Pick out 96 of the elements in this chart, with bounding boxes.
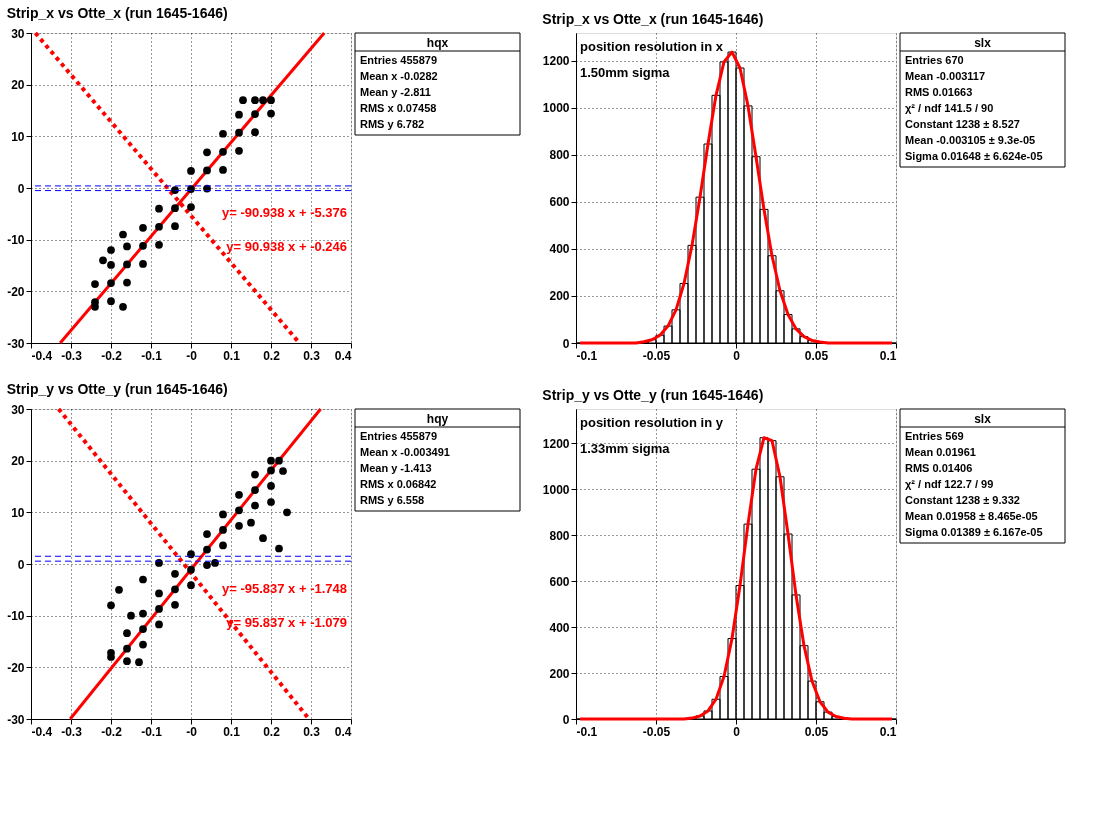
annotation: y= -90.938 x + -5.376	[221, 204, 347, 220]
y-tick-label: 30	[11, 402, 25, 417]
x-tick-label: -0.3	[61, 724, 83, 739]
y-tick-label: 400	[549, 620, 570, 635]
text: slx	[974, 412, 992, 426]
y-tick-label: 1000	[542, 482, 570, 497]
text: slx	[974, 36, 992, 50]
x-tick-label: 0.3	[303, 348, 321, 363]
y-tick-label: -20	[7, 284, 25, 299]
x-tick-label: -0.2	[101, 724, 123, 739]
text: Mean -0.003117	[905, 70, 986, 82]
y-tick-label: 600	[549, 195, 570, 210]
text: Entries 670	[905, 54, 964, 66]
x-tick-label: 0.2	[263, 724, 281, 739]
x-tick-label: 0.1	[223, 348, 241, 363]
x-tick-label: 0.3	[303, 724, 321, 739]
y-tick-label: 0	[562, 336, 570, 351]
y-tick-label: 800	[549, 148, 570, 163]
text: Mean x -0.0282	[360, 70, 438, 82]
y-tick-label: 200	[549, 289, 570, 304]
chart-title: Strip_y vs Otte_y (run 1645-1646)	[542, 386, 764, 403]
x-tick-label: 0.05	[804, 348, 829, 363]
x-tick-label: -0.05	[642, 724, 671, 739]
x-tick-label: -0	[186, 348, 198, 363]
text: Mean -0.003105 ± 9.3e-05	[905, 134, 1036, 146]
text: Sigma 0.01648 ± 6.624e-05	[905, 150, 1043, 162]
text: Entries 455879	[360, 430, 438, 442]
text: χ² / ndf 141.5 / 90	[905, 102, 994, 114]
text: RMS x 0.06842	[360, 478, 437, 490]
y-tick-label: 20	[11, 78, 25, 93]
x-tick-label: -0.2	[101, 348, 123, 363]
y-tick-label: -30	[7, 336, 25, 351]
y-tick-label: 600	[549, 574, 570, 589]
y-tick-label: 1000	[542, 101, 570, 116]
y-tick-label: 0	[562, 712, 570, 727]
x-tick-label: -0.05	[642, 348, 671, 363]
x-tick-label: 0.05	[804, 724, 829, 739]
text: RMS y 6.782	[360, 118, 425, 130]
text: χ² / ndf 122.7 / 99	[905, 478, 994, 490]
annotation: y= 95.837 x + -1.079	[226, 614, 347, 630]
chart-title: Strip_x vs Otte_x (run 1645-1646)	[6, 5, 228, 21]
text: RMS 0.01663	[905, 86, 973, 98]
y-tick-label: -20	[7, 660, 25, 675]
chart-title: Strip_x vs Otte_x (run 1645-1646)	[542, 10, 764, 27]
text: RMS x 0.07458	[360, 102, 437, 114]
x-tick-label: -0	[186, 724, 198, 739]
text: Constant 1238 ± 9.332	[905, 494, 1020, 506]
text: Mean y -1.413	[360, 462, 432, 474]
y-tick-label: -10	[7, 609, 25, 624]
y-tick-label: 10	[11, 505, 25, 520]
text: Mean x -0.003491	[360, 446, 450, 458]
text: Constant 1238 ± 8.527	[905, 118, 1020, 130]
annotation: 1.33mm sigma	[580, 441, 671, 456]
annotation: y= -95.837 x + -1.748	[221, 580, 347, 596]
text: Mean 0.01961	[905, 446, 976, 458]
y-tick-label: 0	[17, 181, 25, 196]
annotation: position resolution in x	[580, 39, 724, 54]
x-tick-label: 0	[733, 348, 741, 363]
y-tick-label: -30	[7, 712, 25, 727]
text: Mean 0.01958 ± 8.465e-05	[905, 510, 1038, 522]
chart-title: Strip_y vs Otte_y (run 1645-1646)	[6, 381, 228, 397]
y-tick-label: 30	[11, 26, 25, 41]
x-tick-label: 0.4	[334, 724, 352, 739]
y-tick-label: 1200	[542, 54, 570, 69]
annotation: position resolution in y	[580, 415, 724, 430]
y-tick-label: 400	[549, 242, 570, 257]
y-tick-label: 20	[11, 454, 25, 469]
text: hqy	[426, 412, 449, 426]
annotation: y= 90.938 x + -0.246	[226, 238, 347, 254]
x-tick-label: -0.1	[576, 348, 598, 363]
text: Entries 455879	[360, 54, 438, 66]
y-tick-label: 1200	[542, 436, 570, 451]
text: Sigma 0.01389 ± 6.167e-05	[905, 526, 1043, 538]
text: RMS 0.01406	[905, 462, 973, 474]
x-tick-label: 0.2	[263, 348, 281, 363]
x-tick-label: 0.1	[879, 724, 897, 739]
x-tick-label: -0.3	[61, 348, 83, 363]
text: Entries 569	[905, 430, 964, 442]
y-tick-label: 800	[549, 528, 570, 543]
y-tick-label: 200	[549, 666, 570, 681]
x-tick-label: 0.1	[879, 348, 897, 363]
x-tick-label: -0.4	[31, 348, 53, 363]
text: hqx	[426, 36, 449, 50]
x-tick-label: -0.4	[31, 724, 53, 739]
x-tick-label: -0.1	[141, 724, 163, 739]
x-tick-label: -0.1	[576, 724, 598, 739]
y-tick-label: 0	[17, 557, 25, 572]
text: Mean y -2.811	[360, 86, 431, 98]
y-tick-label: 10	[11, 129, 25, 144]
x-tick-label: 0.1	[223, 724, 241, 739]
text: RMS y 6.558	[360, 494, 425, 506]
annotation: 1.50mm sigma	[580, 65, 671, 80]
y-tick-label: -10	[7, 233, 25, 248]
x-tick-label: -0.1	[141, 348, 163, 363]
x-tick-label: 0	[733, 724, 741, 739]
x-tick-label: 0.4	[334, 348, 352, 363]
